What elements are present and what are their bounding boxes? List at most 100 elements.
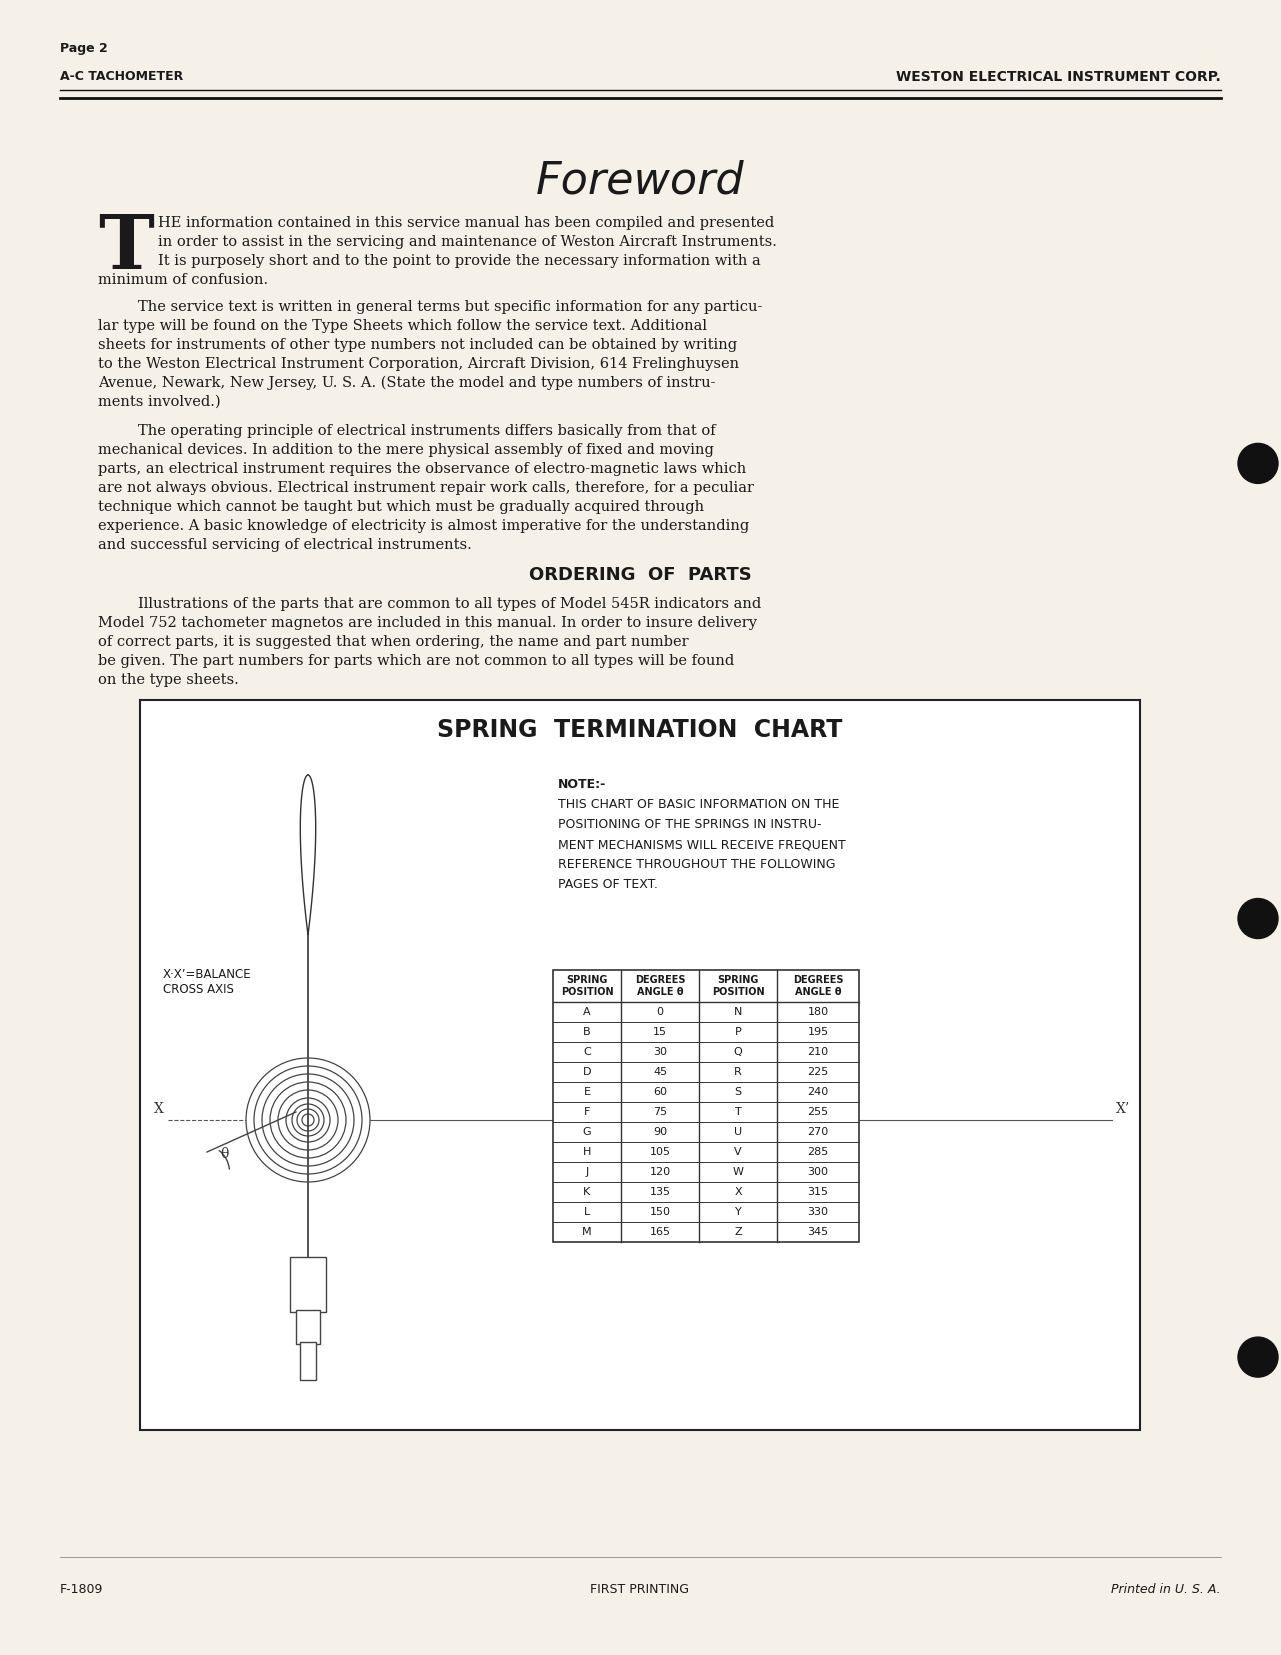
Text: X: X bbox=[154, 1102, 164, 1115]
Text: A-C TACHOMETER: A-C TACHOMETER bbox=[60, 70, 183, 83]
Text: B: B bbox=[583, 1028, 591, 1038]
Text: X·X’=BALANCE
CROSS AXIS: X·X’=BALANCE CROSS AXIS bbox=[163, 968, 251, 996]
Text: THIS CHART OF BASIC INFORMATION ON THE: THIS CHART OF BASIC INFORMATION ON THE bbox=[559, 798, 839, 811]
Text: F: F bbox=[584, 1107, 591, 1117]
Text: 270: 270 bbox=[807, 1127, 829, 1137]
Text: It is purposely short and to the point to provide the necessary information with: It is purposely short and to the point t… bbox=[158, 253, 761, 268]
Text: Q: Q bbox=[734, 1048, 743, 1058]
Text: X’: X’ bbox=[1116, 1102, 1130, 1115]
Text: M: M bbox=[582, 1226, 592, 1236]
Text: NOTE:-: NOTE:- bbox=[559, 778, 606, 791]
Bar bbox=[553, 970, 860, 1241]
Text: DEGREES
ANGLE θ: DEGREES ANGLE θ bbox=[793, 975, 843, 996]
Text: S: S bbox=[734, 1087, 742, 1097]
Bar bbox=[140, 700, 1140, 1430]
Text: technique which cannot be taught but which must be gradually acquired through: technique which cannot be taught but whi… bbox=[99, 500, 705, 515]
Text: X: X bbox=[734, 1187, 742, 1197]
Text: 240: 240 bbox=[807, 1087, 829, 1097]
Bar bbox=[290, 1258, 325, 1312]
Text: on the type sheets.: on the type sheets. bbox=[99, 674, 238, 687]
Text: A: A bbox=[583, 1006, 591, 1018]
Text: V: V bbox=[734, 1147, 742, 1157]
Text: 285: 285 bbox=[807, 1147, 829, 1157]
Text: G: G bbox=[583, 1127, 592, 1137]
Circle shape bbox=[1237, 1337, 1278, 1377]
Text: 30: 30 bbox=[653, 1048, 667, 1058]
Text: lar type will be found on the Type Sheets which follow the service text. Additio: lar type will be found on the Type Sheet… bbox=[99, 319, 707, 333]
Text: Z: Z bbox=[734, 1226, 742, 1236]
Text: sheets for instruments of other type numbers not included can be obtained by wri: sheets for instruments of other type num… bbox=[99, 338, 737, 353]
Text: be given. The part numbers for parts which are not common to all types will be f: be given. The part numbers for parts whi… bbox=[99, 654, 734, 669]
Text: 210: 210 bbox=[807, 1048, 829, 1058]
Text: 345: 345 bbox=[807, 1226, 829, 1236]
Text: E: E bbox=[584, 1087, 591, 1097]
Circle shape bbox=[1237, 899, 1278, 938]
Text: 105: 105 bbox=[649, 1147, 670, 1157]
Text: in order to assist in the servicing and maintenance of Weston Aircraft Instrumen: in order to assist in the servicing and … bbox=[158, 235, 776, 248]
Text: MENT MECHANISMS WILL RECEIVE FREQUENT: MENT MECHANISMS WILL RECEIVE FREQUENT bbox=[559, 837, 845, 851]
Text: C: C bbox=[583, 1048, 591, 1058]
Text: ments involved.): ments involved.) bbox=[99, 396, 220, 409]
Text: J: J bbox=[585, 1167, 589, 1177]
Text: Printed in U. S. A.: Printed in U. S. A. bbox=[1112, 1582, 1221, 1595]
Text: 165: 165 bbox=[649, 1226, 670, 1236]
Text: R: R bbox=[734, 1067, 742, 1077]
Text: to the Weston Electrical Instrument Corporation, Aircraft Division, 614 Frelingh: to the Weston Electrical Instrument Corp… bbox=[99, 357, 739, 371]
Text: 135: 135 bbox=[649, 1187, 670, 1197]
Text: Foreword: Foreword bbox=[535, 161, 744, 204]
Text: Model 752 tachometer magnetos are included in this manual. In order to insure de: Model 752 tachometer magnetos are includ… bbox=[99, 616, 757, 631]
Text: experience. A basic knowledge of electricity is almost imperative for the unders: experience. A basic knowledge of electri… bbox=[99, 520, 749, 533]
Text: 45: 45 bbox=[653, 1067, 667, 1077]
Text: 195: 195 bbox=[807, 1028, 829, 1038]
Text: 90: 90 bbox=[653, 1127, 667, 1137]
Text: POSITIONING OF THE SPRINGS IN INSTRU-: POSITIONING OF THE SPRINGS IN INSTRU- bbox=[559, 818, 821, 831]
Text: 300: 300 bbox=[807, 1167, 829, 1177]
Text: W: W bbox=[733, 1167, 743, 1177]
Text: Illustrations of the parts that are common to all types of Model 545R indicators: Illustrations of the parts that are comm… bbox=[138, 597, 761, 611]
Text: HE information contained in this service manual has been compiled and presented: HE information contained in this service… bbox=[158, 217, 774, 230]
Text: K: K bbox=[583, 1187, 591, 1197]
Text: L: L bbox=[584, 1206, 591, 1216]
Text: FIRST PRINTING: FIRST PRINTING bbox=[591, 1582, 689, 1595]
Text: D: D bbox=[583, 1067, 592, 1077]
Circle shape bbox=[1237, 444, 1278, 483]
Text: H: H bbox=[583, 1147, 592, 1157]
Text: 315: 315 bbox=[807, 1187, 829, 1197]
Text: ORDERING  OF  PARTS: ORDERING OF PARTS bbox=[529, 566, 752, 584]
Text: PAGES OF TEXT.: PAGES OF TEXT. bbox=[559, 879, 658, 890]
Text: The service text is written in general terms but specific information for any pa: The service text is written in general t… bbox=[138, 300, 762, 314]
Text: 255: 255 bbox=[807, 1107, 829, 1117]
Text: θ: θ bbox=[220, 1147, 228, 1162]
Text: REFERENCE THROUGHOUT THE FOLLOWING: REFERENCE THROUGHOUT THE FOLLOWING bbox=[559, 857, 835, 871]
Text: DEGREES
ANGLE θ: DEGREES ANGLE θ bbox=[635, 975, 685, 996]
Text: The operating principle of electrical instruments differs basically from that of: The operating principle of electrical in… bbox=[138, 424, 716, 439]
Text: 15: 15 bbox=[653, 1028, 667, 1038]
Text: T: T bbox=[99, 212, 154, 285]
Text: 0: 0 bbox=[656, 1006, 664, 1018]
Text: mechanical devices. In addition to the mere physical assembly of fixed and movin: mechanical devices. In addition to the m… bbox=[99, 444, 714, 457]
Text: SPRING
POSITION: SPRING POSITION bbox=[561, 975, 614, 996]
Bar bbox=[300, 1342, 316, 1380]
Text: 330: 330 bbox=[807, 1206, 829, 1216]
Text: SPRING
POSITION: SPRING POSITION bbox=[712, 975, 765, 996]
Text: Avenue, Newark, New Jersey, U. S. A. (State the model and type numbers of instru: Avenue, Newark, New Jersey, U. S. A. (St… bbox=[99, 376, 716, 391]
Text: SPRING  TERMINATION  CHART: SPRING TERMINATION CHART bbox=[437, 718, 843, 741]
Text: 225: 225 bbox=[807, 1067, 829, 1077]
Text: 120: 120 bbox=[649, 1167, 670, 1177]
Text: Y: Y bbox=[734, 1206, 742, 1216]
Text: U: U bbox=[734, 1127, 742, 1137]
Text: are not always obvious. Electrical instrument repair work calls, therefore, for : are not always obvious. Electrical instr… bbox=[99, 482, 755, 495]
Text: and successful servicing of electrical instruments.: and successful servicing of electrical i… bbox=[99, 538, 471, 553]
Text: F-1809: F-1809 bbox=[60, 1582, 104, 1595]
Text: N: N bbox=[734, 1006, 742, 1018]
Text: P: P bbox=[734, 1028, 742, 1038]
Bar bbox=[296, 1311, 320, 1344]
Text: 150: 150 bbox=[649, 1206, 670, 1216]
Text: 180: 180 bbox=[807, 1006, 829, 1018]
Text: 75: 75 bbox=[653, 1107, 667, 1117]
Text: of correct parts, it is suggested that when ordering, the name and part number: of correct parts, it is suggested that w… bbox=[99, 636, 689, 649]
Text: parts, an electrical instrument requires the observance of electro-magnetic laws: parts, an electrical instrument requires… bbox=[99, 462, 747, 477]
Text: 60: 60 bbox=[653, 1087, 667, 1097]
Text: T: T bbox=[734, 1107, 742, 1117]
Text: Page 2: Page 2 bbox=[60, 41, 108, 55]
